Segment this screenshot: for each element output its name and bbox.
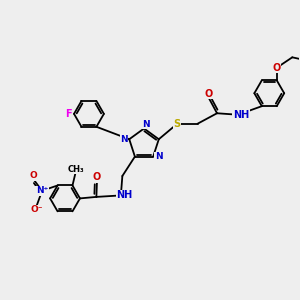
Text: O⁻: O⁻ <box>30 206 43 214</box>
Text: N: N <box>155 152 162 161</box>
Text: NH: NH <box>233 110 249 120</box>
Text: O: O <box>30 171 38 180</box>
Text: N: N <box>142 120 150 129</box>
Text: O: O <box>273 63 281 73</box>
Text: O: O <box>93 172 101 182</box>
Text: CH₃: CH₃ <box>67 165 84 174</box>
Text: NH: NH <box>116 190 133 200</box>
Text: S: S <box>174 119 181 129</box>
Text: F: F <box>65 109 72 119</box>
Text: N: N <box>120 135 128 144</box>
Text: O: O <box>205 88 213 98</box>
Text: N⁺: N⁺ <box>36 186 48 195</box>
